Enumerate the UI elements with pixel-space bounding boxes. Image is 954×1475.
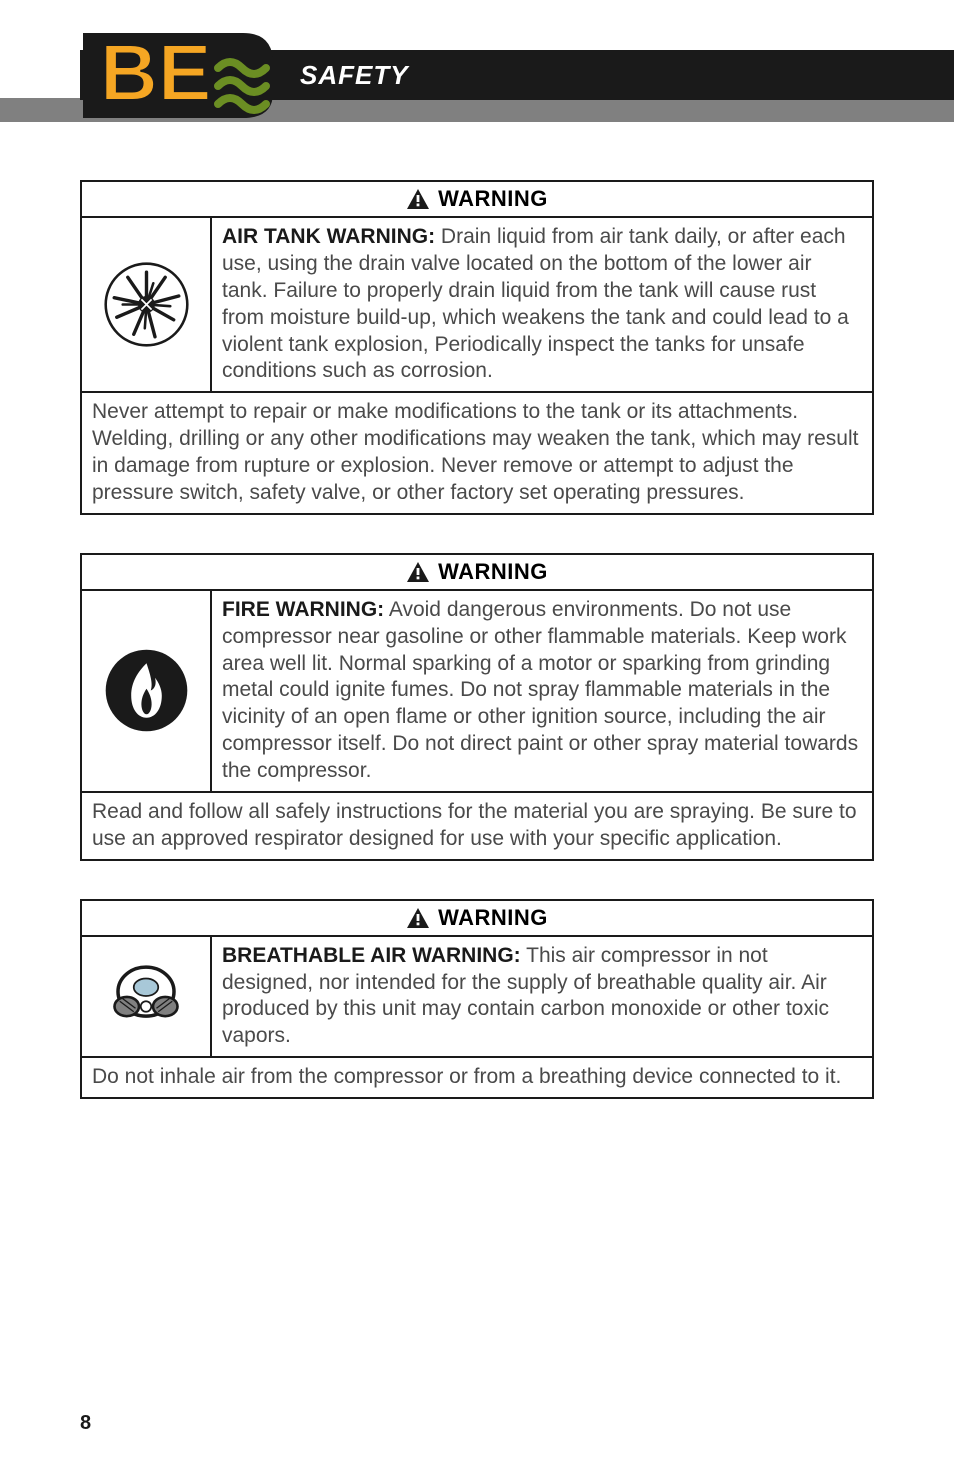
fire-icon-cell — [82, 591, 212, 791]
warning-footer: Do not inhale air from the compressor or… — [82, 1058, 872, 1097]
warning-footer: Read and follow all safely instructions … — [82, 793, 872, 859]
warning-box-fire: WARNING FIRE WARNING: Avoid dangerous en… — [80, 553, 874, 861]
warning-triangle-icon — [406, 907, 430, 929]
warning-body-text: Avoid dangerous environments. Do not use… — [222, 598, 858, 782]
warning-header: WARNING — [82, 555, 872, 591]
warning-header: WARNING — [82, 182, 872, 218]
be-logo: B E — [78, 18, 278, 128]
explosion-icon-cell — [82, 218, 212, 391]
page-header: SAFETY B E — [0, 0, 954, 130]
respirator-icon — [101, 961, 191, 1031]
warning-body: FIRE WARNING: Avoid dangerous environmen… — [82, 591, 872, 793]
content-area: WARNING AIR TANK WARNING: Drain liquid f… — [0, 130, 954, 1099]
warning-header-text: WARNING — [438, 559, 548, 585]
warning-footer: Never attempt to repair or make modifica… — [82, 393, 872, 513]
warning-body: AIR TANK WARNING: Drain liquid from air … — [82, 218, 872, 393]
warning-box-air-tank: WARNING AIR TANK WARNING: Drain liquid f… — [80, 180, 874, 515]
svg-text:B: B — [100, 28, 158, 117]
page-number: 8 — [80, 1412, 91, 1435]
warning-triangle-icon — [406, 561, 430, 583]
warning-title: AIR TANK WARNING: — [222, 225, 435, 248]
warning-header-text: WARNING — [438, 905, 548, 931]
warning-triangle-icon — [406, 188, 430, 210]
warning-body: BREATHABLE AIR WARNING: This air compres… — [82, 937, 872, 1059]
warning-header: WARNING — [82, 901, 872, 937]
warning-text-cell: FIRE WARNING: Avoid dangerous environmen… — [212, 591, 872, 791]
warning-text-cell: AIR TANK WARNING: Drain liquid from air … — [212, 218, 872, 391]
fire-icon — [104, 648, 189, 733]
svg-text:E: E — [158, 28, 211, 117]
warning-title: FIRE WARNING: — [222, 598, 384, 621]
warning-header-text: WARNING — [438, 186, 548, 212]
explosion-icon — [104, 262, 189, 347]
warning-title: BREATHABLE AIR WARNING: — [222, 944, 521, 967]
warning-box-breathable-air: WARNING BREATHABLE AIR WARNING: This air… — [80, 899, 874, 1099]
warning-body-text: Drain liquid from air tank daily, or aft… — [222, 225, 849, 382]
warning-text-cell: BREATHABLE AIR WARNING: This air compres… — [212, 937, 872, 1057]
section-title: SAFETY — [300, 60, 409, 91]
respirator-icon-cell — [82, 937, 212, 1057]
